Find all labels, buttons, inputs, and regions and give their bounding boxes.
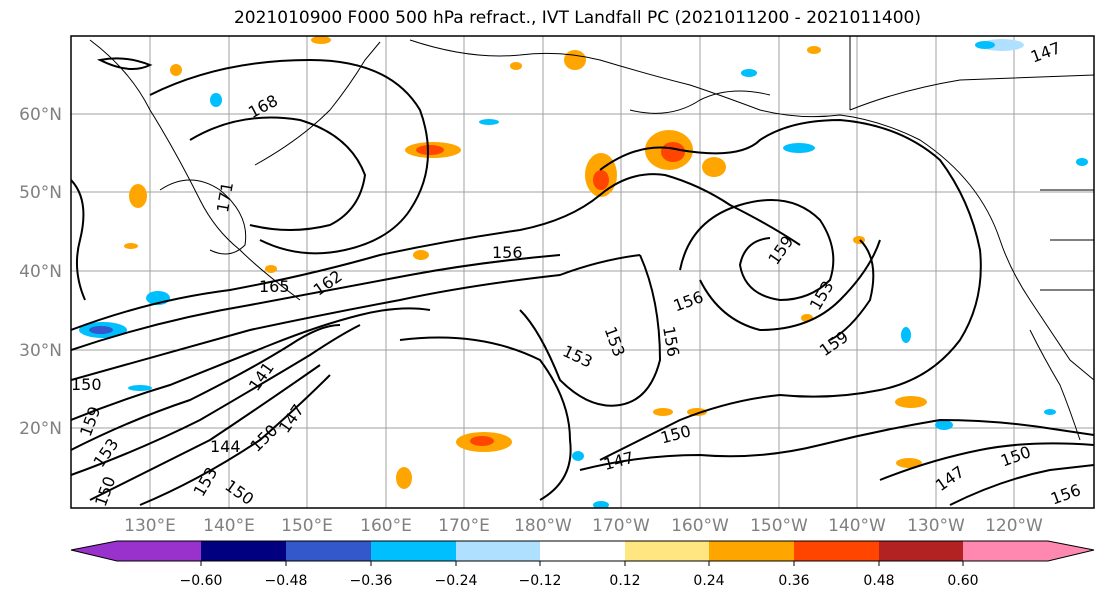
colorbar-segment bbox=[371, 541, 456, 561]
contour-label: 150 bbox=[71, 375, 102, 394]
colorbar-tick-label: −0.36 bbox=[350, 573, 393, 589]
lon-tick-labels: 130°E 140°E 150°E 160°E 170°E 180°W 170°… bbox=[124, 516, 1043, 536]
colorbar-segment bbox=[286, 541, 371, 561]
lat-tick-label: 40°N bbox=[19, 262, 62, 282]
colorbar-tick-label: −0.48 bbox=[265, 573, 308, 589]
map-frame-bg bbox=[71, 36, 1094, 508]
lon-tick-label: 170°E bbox=[438, 516, 490, 536]
lat-tick-label: 60°N bbox=[19, 105, 62, 125]
colorbar-segment bbox=[71, 541, 201, 561]
lon-tick-label: 140°W bbox=[828, 516, 886, 536]
lat-tick-labels: 60°N 50°N 40°N 30°N 20°N bbox=[19, 105, 62, 439]
lat-tick-label: 50°N bbox=[19, 183, 62, 203]
colorbar-segment bbox=[709, 541, 794, 561]
colorbar-segment bbox=[540, 541, 625, 561]
lon-tick-label: 150°W bbox=[750, 516, 808, 536]
colorbar-segment bbox=[963, 541, 1094, 561]
lon-tick-label: 130°E bbox=[124, 516, 176, 536]
lon-tick-label: 140°E bbox=[203, 516, 255, 536]
gridlines bbox=[71, 36, 1094, 508]
colorbar-segment bbox=[201, 541, 286, 561]
colorbar-tick-label: 0.36 bbox=[778, 573, 809, 589]
colorbar-outline bbox=[70, 540, 1095, 562]
contour-label: 156 bbox=[492, 243, 523, 262]
lat-tick-label: 20°N bbox=[19, 419, 62, 439]
lon-tick-label: 180°W bbox=[514, 516, 572, 536]
contour-label: 165 bbox=[259, 277, 290, 296]
lon-tick-label: 160°W bbox=[671, 516, 729, 536]
colorbar-segment bbox=[879, 541, 963, 561]
colorbar-tick-label: 0.60 bbox=[947, 573, 978, 589]
lat-tick-label: 30°N bbox=[19, 341, 62, 361]
map-frame bbox=[70, 35, 1095, 509]
map-title: 2021010900 F000 500 hPa refract., IVT La… bbox=[233, 8, 921, 28]
colorbar-segment bbox=[794, 541, 879, 561]
colorbar-tick-label: 0.12 bbox=[609, 573, 640, 589]
colorbar-tick-label: 0.24 bbox=[693, 573, 724, 589]
colorbar-tick-label: −0.60 bbox=[180, 573, 223, 589]
colorbar-tick-label: 0.48 bbox=[863, 573, 894, 589]
lon-tick-label: 120°W bbox=[985, 516, 1043, 536]
lon-tick-label: 150°E bbox=[281, 516, 333, 536]
lon-tick-label: 170°W bbox=[592, 516, 650, 536]
lon-tick-label: 130°W bbox=[907, 516, 965, 536]
colorbar-segment bbox=[625, 541, 709, 561]
colorbar-segment bbox=[456, 541, 540, 561]
colorbar-tick-label: −0.12 bbox=[519, 573, 562, 589]
colorbar-tick-label: −0.24 bbox=[435, 573, 478, 589]
colorbar: −0.60 −0.48 −0.36 −0.24 −0.12 0.12 0.24 … bbox=[70, 540, 1095, 589]
height-contours bbox=[71, 57, 1094, 506]
lon-tick-label: 160°E bbox=[360, 516, 412, 536]
coastlines bbox=[89, 36, 1094, 441]
contour-label: 144 bbox=[210, 437, 241, 456]
